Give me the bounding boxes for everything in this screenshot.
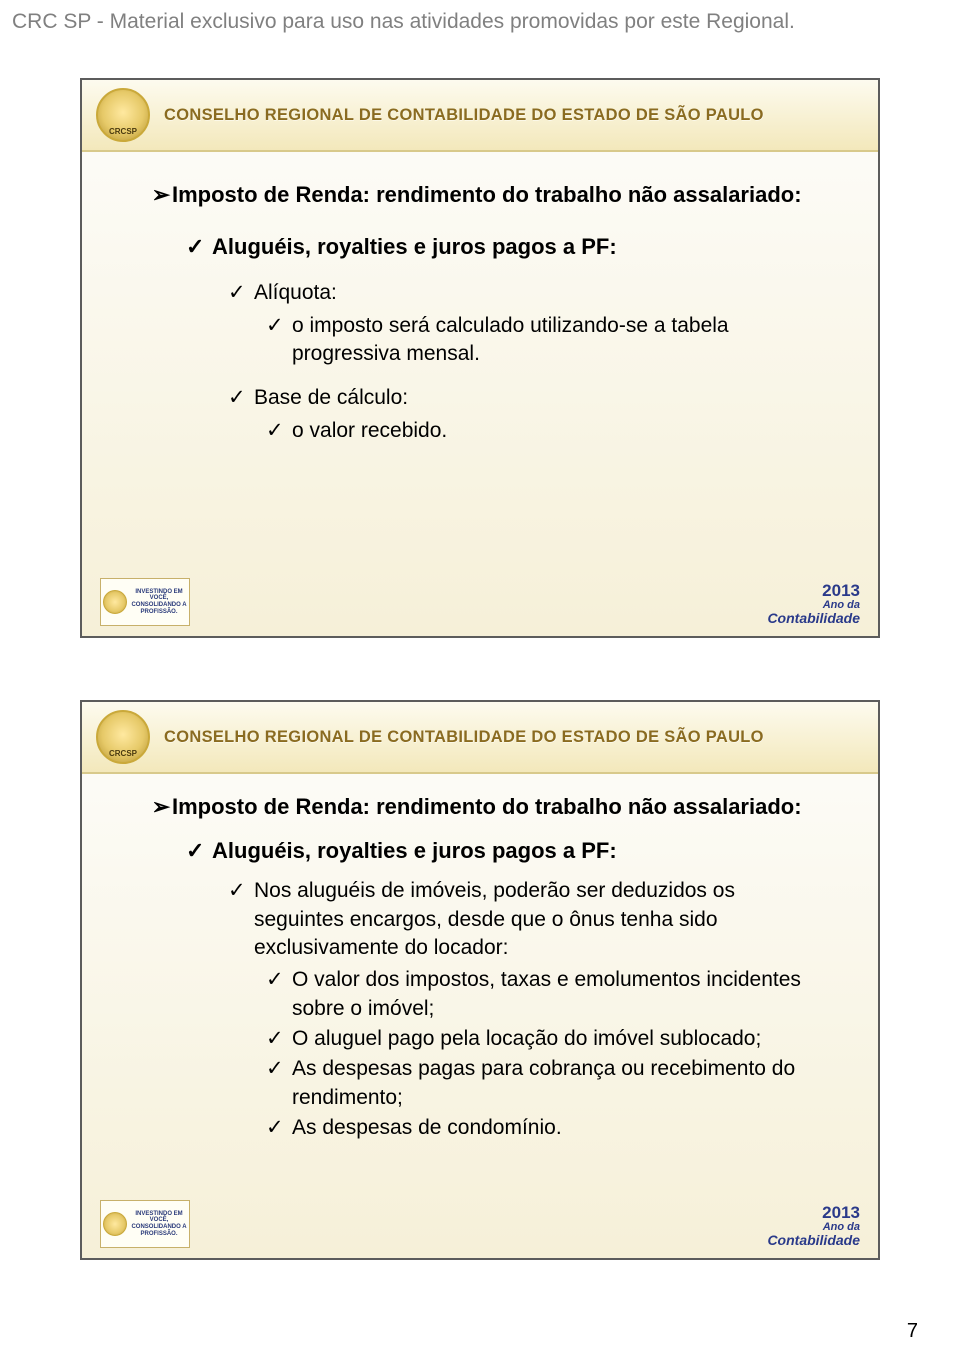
bullet-lvl4: ✓ As despesas pagas para cobrança ou rec… [266,1055,828,1112]
bullet-lvl2: ✓ Aluguéis, royalties e juros pagos a PF… [186,232,828,262]
footer-left-text: INVESTINDO EM VOCÊ, CONSOLIDANDO A PROFI… [131,589,187,615]
slide-1: CRCSP CONSELHO REGIONAL DE CONTABILIDADE… [80,78,880,638]
header-title: CONSELHO REGIONAL DE CONTABILIDADE DO ES… [164,106,764,125]
bullet-lvl2: ✓ Aluguéis, royalties e juros pagos a PF… [186,836,828,866]
check-icon: ✓ [228,877,254,905]
bullet-lvl3: ✓ Nos aluguéis de imóveis, poderão ser d… [228,877,828,962]
bullet-text: Imposto de Renda: rendimento do trabalho… [172,180,828,210]
arrow-icon: ➢ [150,180,172,210]
bullet-lvl1: ➢ Imposto de Renda: rendimento do trabal… [150,792,828,822]
bullet-text: O valor dos impostos, taxas e emolumento… [292,966,828,1023]
check-icon: ✓ [228,279,254,307]
slide-header: CRCSP CONSELHO REGIONAL DE CONTABILIDADE… [82,702,878,774]
check-icon: ✓ [186,232,212,262]
check-icon: ✓ [266,1055,292,1083]
bullet-text: Base de cálculo: [254,384,828,412]
bullet-lvl4: ✓ o valor recebido. [266,417,828,445]
check-icon: ✓ [228,384,254,412]
check-icon: ✓ [266,1025,292,1053]
crcsp-logo-icon: CRCSP [96,88,150,142]
footer-left-text: INVESTINDO EM VOCÊ, CONSOLIDANDO A PROFI… [131,1211,187,1237]
bullet-text: O aluguel pago pela locação do imóvel su… [292,1025,828,1053]
page-watermark: CRC SP - Material exclusivo para uso nas… [12,10,795,34]
footer-right-badge: 2013 Ano da Contabilidade [767,582,860,626]
bullet-lvl4: ✓ As despesas de condomínio. [266,1114,828,1142]
check-icon: ✓ [266,966,292,994]
slide-body: ➢ Imposto de Renda: rendimento do trabal… [82,152,878,445]
bullet-lvl4: ✓ O valor dos impostos, taxas e emolumen… [266,966,828,1023]
crcsp-logo-icon: CRCSP [96,710,150,764]
check-icon: ✓ [266,1114,292,1142]
bullet-text: o imposto será calculado utilizando-se a… [292,312,828,369]
slide-2: CRCSP CONSELHO REGIONAL DE CONTABILIDADE… [80,700,880,1260]
spacer [150,370,828,384]
header-title: CONSELHO REGIONAL DE CONTABILIDADE DO ES… [164,728,764,747]
bullet-lvl3: ✓ Alíquota: [228,279,828,307]
footer-line2: Contabilidade [767,611,860,626]
bullet-lvl1: ➢ Imposto de Renda: rendimento do trabal… [150,180,828,210]
check-icon: ✓ [186,836,212,866]
page-number: 7 [907,1320,918,1343]
crcsp-mini-logo-icon [103,1212,127,1236]
bullet-lvl4: ✓ o imposto será calculado utilizando-se… [266,312,828,369]
footer-right-badge: 2013 Ano da Contabilidade [767,1204,860,1248]
bullet-text: Imposto de Renda: rendimento do trabalho… [172,792,828,822]
bullet-text: o valor recebido. [292,417,828,445]
bullet-text: Aluguéis, royalties e juros pagos a PF: [212,836,828,866]
check-icon: ✓ [266,417,292,445]
footer-left-badge: INVESTINDO EM VOCÊ, CONSOLIDANDO A PROFI… [100,578,190,626]
bullet-lvl4: ✓ O aluguel pago pela locação do imóvel … [266,1025,828,1053]
slide-body: ➢ Imposto de Renda: rendimento do trabal… [82,774,878,1142]
slide-footer: INVESTINDO EM VOCÊ, CONSOLIDANDO A PROFI… [100,578,860,626]
footer-left-badge: INVESTINDO EM VOCÊ, CONSOLIDANDO A PROFI… [100,1200,190,1248]
footer-line2: Contabilidade [767,1233,860,1248]
bullet-text: Alíquota: [254,279,828,307]
bullet-text: As despesas pagas para cobrança ou receb… [292,1055,828,1112]
crcsp-mini-logo-icon [103,590,127,614]
bullet-lvl3: ✓ Base de cálculo: [228,384,828,412]
slide-header: CRCSP CONSELHO REGIONAL DE CONTABILIDADE… [82,80,878,152]
slide-footer: INVESTINDO EM VOCÊ, CONSOLIDANDO A PROFI… [100,1200,860,1248]
footer-year: 2013 [767,582,860,600]
arrow-icon: ➢ [150,792,172,822]
footer-year: 2013 [767,1204,860,1222]
bullet-text: Nos aluguéis de imóveis, poderão ser ded… [254,877,828,962]
bullet-text: Aluguéis, royalties e juros pagos a PF: [212,232,828,262]
check-icon: ✓ [266,312,292,340]
bullet-text: As despesas de condomínio. [292,1114,828,1142]
